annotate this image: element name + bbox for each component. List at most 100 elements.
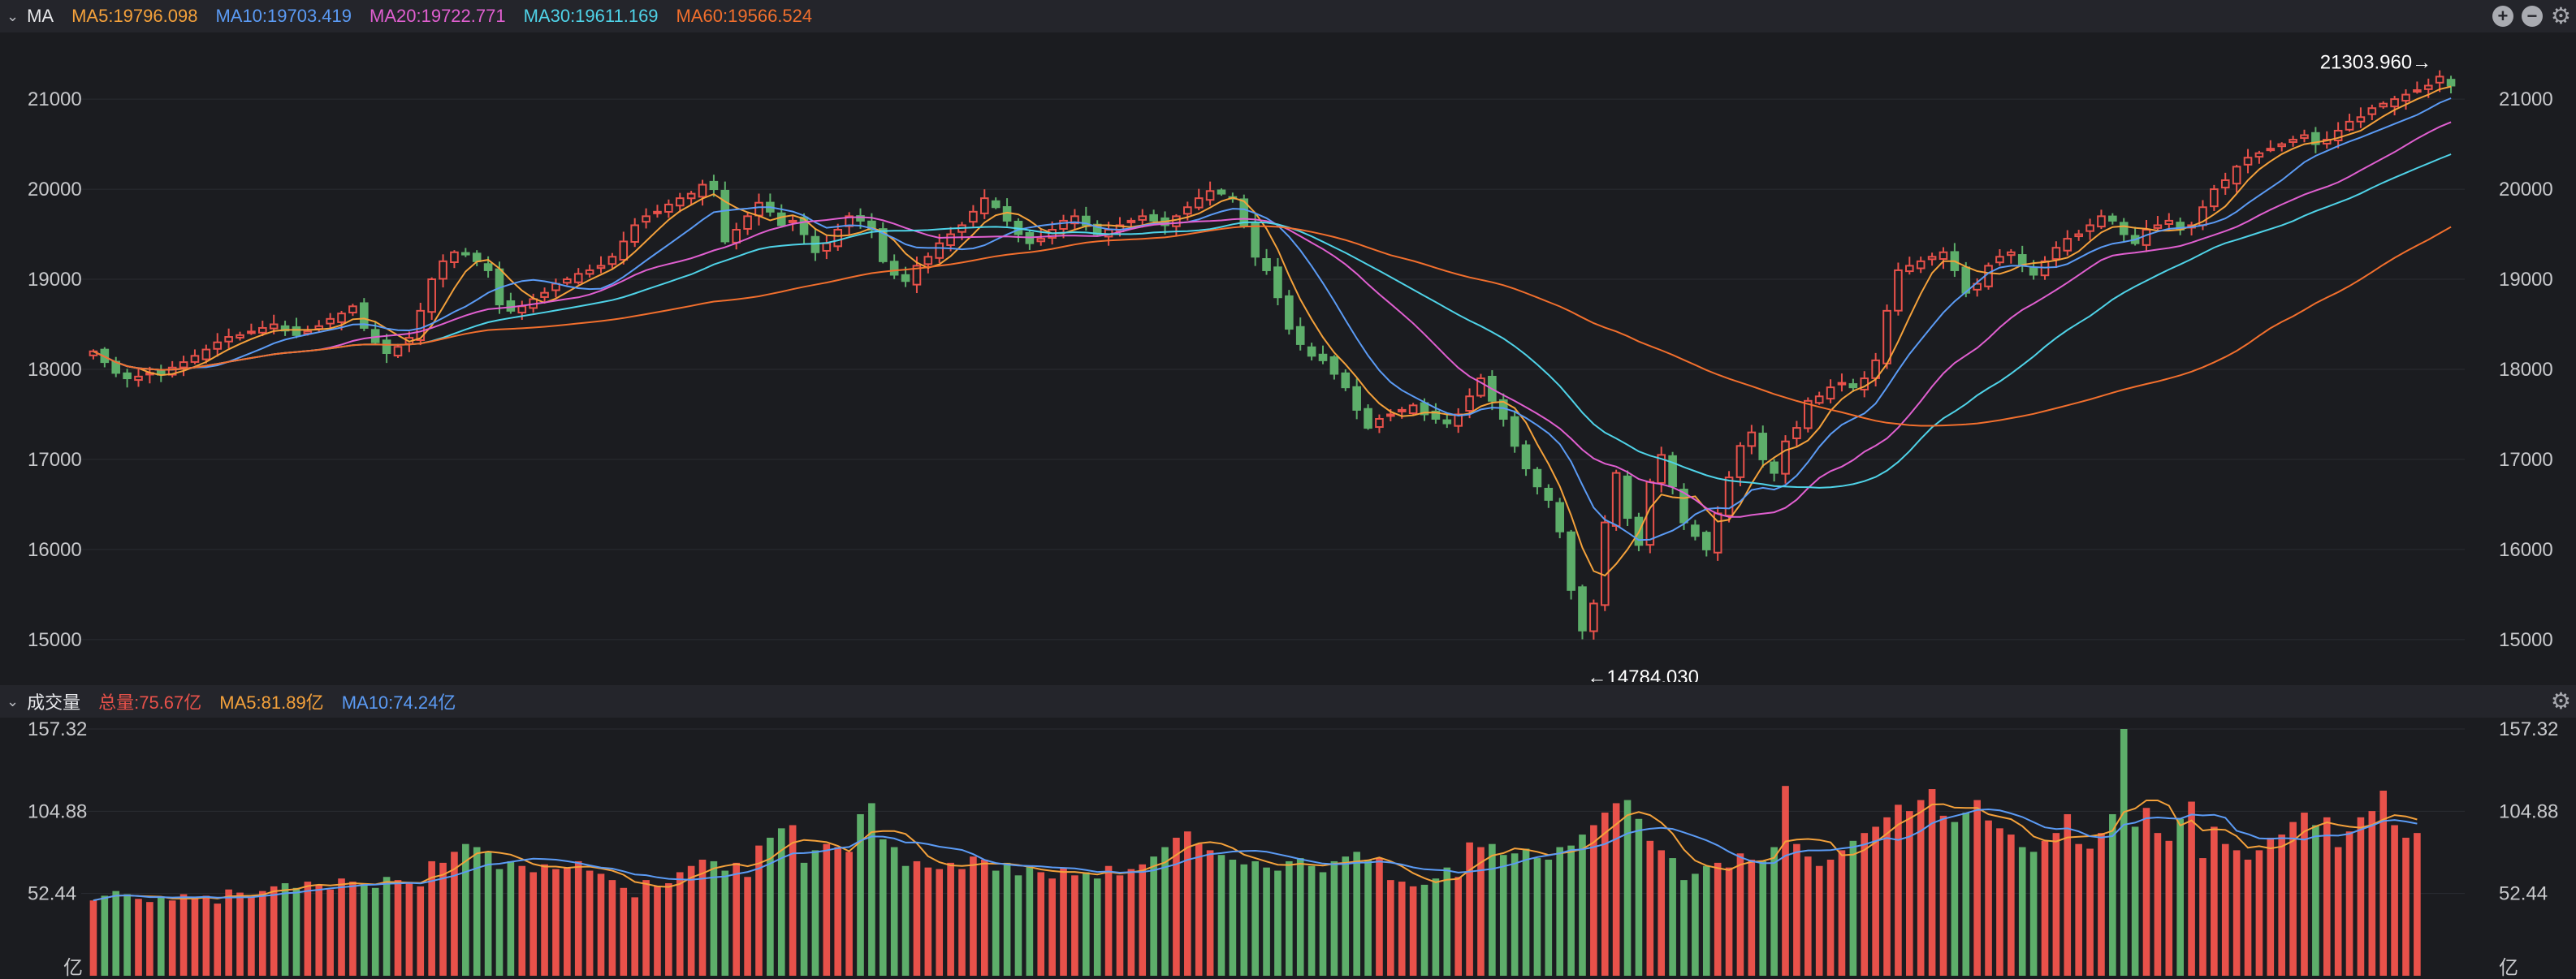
- volume-bar: [980, 860, 988, 976]
- candle-body: [1397, 408, 1407, 412]
- volume-bar: [2391, 825, 2398, 976]
- candle-body: [2097, 215, 2106, 228]
- volume-bar: [586, 870, 594, 976]
- volume-bar: [2232, 850, 2241, 976]
- volume-bar: [1612, 803, 1620, 976]
- candle-body: [257, 326, 267, 334]
- volume-bars: [89, 729, 2421, 976]
- volume-panel-header: ⌄ 成交量 总量:75.67亿 MA5:81.89亿 MA10:74.24亿 ⚙: [0, 685, 2576, 718]
- price-panel-label[interactable]: MA: [27, 6, 54, 26]
- volume-bar: [1274, 870, 1282, 976]
- volume-bar: [1251, 860, 1259, 976]
- volume-bar: [2414, 833, 2421, 976]
- candle-body: [2007, 251, 2016, 257]
- settings-gear-icon[interactable]: ⚙: [2550, 688, 2571, 714]
- volume-bar: [361, 884, 368, 976]
- price-panel-header: ⌄ MA MA5:19796.098 MA10:19703.419 MA20:1…: [0, 0, 2576, 32]
- volume-bar: [2052, 833, 2060, 976]
- volume-bar: [451, 852, 458, 976]
- candle-body: [709, 180, 719, 191]
- volume-bar: [1342, 856, 1350, 976]
- candle-body: [1138, 215, 1148, 221]
- volume-bar: [1286, 860, 1293, 976]
- legend-ma20: MA20:19722.771: [370, 6, 506, 26]
- legend-ma10: MA10:19703.419: [215, 6, 352, 26]
- volume-bar-chart[interactable]: 52.44 52.44 104.88 104.88 157.32 157.32 亿 亿: [0, 718, 2576, 979]
- candle-body: [1578, 586, 1587, 632]
- candle-body: [912, 265, 922, 286]
- volume-bar: [1928, 789, 1936, 976]
- volume-bar: [1770, 847, 1778, 976]
- candle-body: [2277, 143, 2287, 148]
- candle-body: [1567, 531, 1575, 591]
- volume-bar: [1973, 800, 1981, 976]
- candle-body: [2232, 166, 2241, 185]
- volume-bar: [2323, 817, 2331, 976]
- volume-bar: [1376, 858, 1383, 976]
- volume-bar: [349, 882, 357, 976]
- candle-body: [1386, 413, 1395, 417]
- volume-bar: [248, 897, 255, 976]
- candle-body: [1701, 532, 1711, 550]
- volume-bar: [2345, 831, 2353, 976]
- candle-body: [833, 229, 843, 248]
- y-tick-label-left: 19000: [28, 269, 82, 291]
- settings-gear-icon[interactable]: ⚙: [2550, 3, 2571, 28]
- candle-body: [1442, 419, 1452, 425]
- volume-bar: [1759, 860, 1767, 976]
- y-tick-label-left: 20000: [28, 179, 82, 201]
- volume-bar: [574, 860, 582, 976]
- volume-bar: [1883, 817, 1891, 976]
- volume-bar: [1748, 860, 1756, 976]
- volume-panel-label[interactable]: 成交量: [27, 692, 81, 713]
- candle-body: [946, 233, 955, 246]
- candle-body: [2164, 219, 2174, 226]
- candle-body: [1792, 427, 1801, 439]
- y-tick-label-right: 18000: [2499, 359, 2553, 381]
- y-tick-label-right: 15000: [2499, 629, 2553, 651]
- y-tick-label-right: 16000: [2499, 539, 2553, 561]
- candle-body: [2210, 188, 2219, 208]
- collapse-chevron-icon[interactable]: ⌄: [6, 7, 19, 24]
- volume-bar: [1815, 865, 1823, 976]
- candle-body: [450, 251, 459, 264]
- volume-bar: [1939, 815, 1947, 976]
- candle-body: [472, 252, 482, 262]
- y-tick-label-left: 16000: [28, 539, 82, 561]
- volume-bar: [1330, 860, 1338, 976]
- collapse-chevron-icon[interactable]: ⌄: [6, 692, 19, 709]
- candle-body: [1758, 433, 1768, 460]
- volume-bar: [1307, 865, 1316, 976]
- candle-body: [2153, 224, 2163, 229]
- candle-body: [1262, 258, 1271, 271]
- candle-body: [2289, 139, 2297, 143]
- candle-body: [607, 256, 617, 265]
- candle-body: [788, 219, 797, 223]
- candle-body: [1476, 377, 1485, 397]
- volume-bar: [2402, 837, 2410, 976]
- volume-bar: [767, 837, 774, 976]
- add-indicator-icon[interactable]: +: [2492, 6, 2513, 27]
- candle-body: [2333, 129, 2343, 141]
- volume-bar: [1409, 886, 1417, 976]
- candle-body: [1837, 382, 1847, 386]
- volume-bar: [1826, 860, 1835, 976]
- volume-bar: [890, 847, 898, 976]
- ma-line-ma10: [93, 97, 2452, 541]
- volume-bar: [2086, 848, 2094, 976]
- volume-bar: [936, 869, 944, 976]
- ma-line-ma30: [93, 153, 2452, 489]
- y-tick-label-right: 19000: [2499, 269, 2553, 291]
- volume-bar: [1951, 822, 1959, 976]
- candle-body: [776, 212, 786, 226]
- candle-body: [2243, 157, 2253, 166]
- remove-indicator-icon[interactable]: −: [2521, 6, 2543, 27]
- candle-body: [1803, 399, 1813, 429]
- volume-bar: [1849, 840, 1857, 976]
- volume-bar: [698, 860, 707, 976]
- candle-body: [2423, 84, 2433, 90]
- candlestick-chart[interactable]: 15000 15000 16000 16000 17000 17000 18000 18000…: [0, 32, 2576, 682]
- candle-body: [1149, 213, 1158, 222]
- candle-body: [2311, 132, 2320, 145]
- candle-body: [1205, 190, 1215, 201]
